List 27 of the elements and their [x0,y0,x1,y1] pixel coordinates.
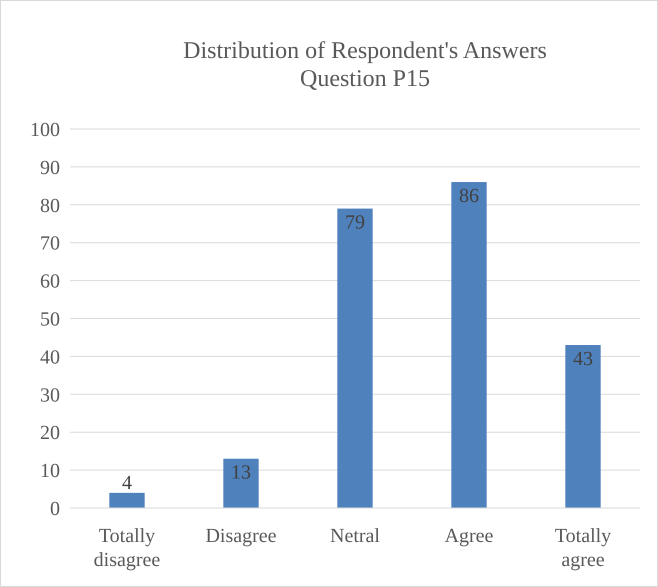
data-label: 4 [122,472,132,494]
y-tick-label: 80 [40,194,60,217]
y-tick-label: 70 [40,232,60,255]
bar [109,492,145,508]
bar [223,458,259,508]
y-tick-label: 40 [40,346,60,368]
x-tick-label: Totally agree [554,525,612,571]
x-tick-label: Agree [444,525,494,547]
bar [565,345,601,508]
y-tick-label: 30 [40,384,60,406]
y-tick-label: 0 [50,498,60,520]
data-label: 79 [345,212,365,234]
bar [451,182,487,508]
y-tick-label: 20 [40,422,60,444]
chart-title: Distribution of Respondent's Answers Question P15 [183,38,547,92]
y-tick-label: 50 [40,308,60,330]
y-tick-label: 60 [40,270,60,293]
y-tick-label: 10 [40,460,60,482]
data-label: 86 [459,185,479,208]
bar [337,208,373,508]
x-tick-label: Netral [330,525,380,547]
data-label: 13 [231,462,251,484]
data-label: 43 [573,348,593,370]
x-tick-label: Disagree [205,525,277,547]
x-tick-label: Totally disagree [94,525,160,571]
y-tick-label: 100 [30,119,60,141]
y-tick-label: 90 [40,156,60,179]
